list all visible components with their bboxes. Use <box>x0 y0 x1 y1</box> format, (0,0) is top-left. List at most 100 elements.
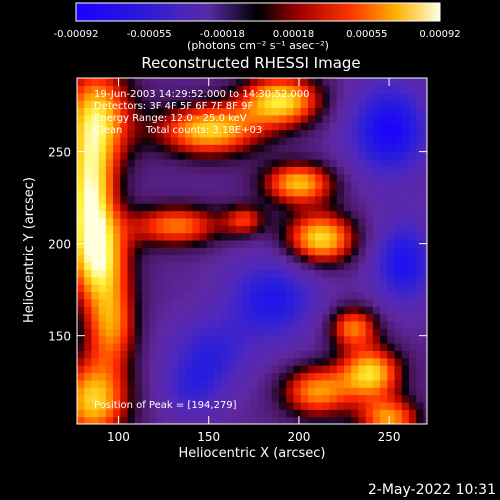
heatmap-cell <box>293 401 302 410</box>
heatmap-cell <box>271 181 280 190</box>
heatmap-cell <box>185 372 194 381</box>
heatmap-cell <box>235 372 244 381</box>
heatmap-cell <box>365 232 374 241</box>
heatmap-cell <box>387 129 396 138</box>
heatmap-cell <box>300 357 309 366</box>
heatmap-cell <box>228 239 237 248</box>
heatmap-cell <box>149 92 157 101</box>
heatmap-cell <box>344 158 352 167</box>
heatmap-cell <box>293 210 302 219</box>
heatmap-cell <box>141 181 150 190</box>
heatmap-cell <box>163 328 172 337</box>
heatmap-cell <box>185 416 194 424</box>
heatmap-cell <box>77 122 85 131</box>
heatmap-cell <box>423 350 427 359</box>
heatmap-cell <box>228 92 237 101</box>
heatmap-cell <box>322 129 331 138</box>
heatmap-cell <box>228 210 237 219</box>
heatmap-cell <box>163 232 172 241</box>
heatmap-cell <box>264 144 273 153</box>
heatmap-cell <box>141 387 150 396</box>
heatmap-cell <box>394 276 403 285</box>
heatmap-cell <box>416 350 424 359</box>
heatmap-cell <box>163 269 172 278</box>
heatmap-cell <box>293 328 302 337</box>
heatmap-cell <box>192 85 201 94</box>
heatmap-cell <box>286 107 295 116</box>
heatmap-cell <box>192 181 201 190</box>
heatmap-cell <box>329 107 338 116</box>
heatmap-cell <box>336 335 345 344</box>
heatmap-cell <box>178 387 186 396</box>
heatmap-cell <box>336 210 345 219</box>
heatmap-cell <box>120 129 129 138</box>
heatmap-cell <box>344 129 352 138</box>
heatmap-cell <box>307 365 316 374</box>
heatmap-cell <box>344 114 352 123</box>
heatmap-cell <box>336 217 345 226</box>
heatmap-cell <box>286 85 295 94</box>
heatmap-cell <box>185 276 194 285</box>
heatmap-cell <box>192 291 201 300</box>
heatmap-cell <box>214 217 222 226</box>
heatmap-cell <box>127 379 136 388</box>
heatmap-cell <box>185 387 194 396</box>
heatmap-cell <box>351 188 360 197</box>
heatmap-cell <box>214 247 222 256</box>
heatmap-cell <box>394 203 403 212</box>
heatmap-cell <box>307 269 316 278</box>
heatmap-cell <box>84 195 93 204</box>
heatmap-cell <box>77 247 85 256</box>
heatmap-cell <box>315 188 323 197</box>
heatmap-cell <box>329 379 338 388</box>
heatmap-cell <box>423 379 427 388</box>
heatmap-cell <box>127 394 136 403</box>
heatmap-cell <box>127 92 136 101</box>
heatmap-cell <box>257 173 266 182</box>
heatmap-cell <box>286 320 295 329</box>
heatmap-cell <box>120 409 129 418</box>
heatmap-cell <box>416 100 424 109</box>
heatmap-cell <box>199 262 208 271</box>
heatmap-cell <box>351 306 360 315</box>
heatmap-cell <box>329 416 338 424</box>
heatmap-cell <box>242 166 251 175</box>
heatmap-cell <box>279 129 287 138</box>
heatmap-cell <box>228 409 237 418</box>
heatmap-cell <box>271 203 280 212</box>
heatmap-cell <box>221 203 230 212</box>
heatmap-cell <box>423 401 427 410</box>
heatmap-cell <box>416 269 424 278</box>
heatmap-cell <box>300 210 309 219</box>
heatmap-cell <box>423 100 427 109</box>
heatmap-cell <box>113 328 121 337</box>
heatmap-cell <box>178 372 186 381</box>
heatmap-cell <box>77 78 85 86</box>
heatmap-cell <box>358 365 367 374</box>
heatmap-cell <box>394 239 403 248</box>
heatmap-cell <box>293 365 302 374</box>
heatmap-cell <box>250 409 259 418</box>
heatmap-cell <box>127 343 136 351</box>
heatmap-cell <box>408 298 417 307</box>
heatmap-cell <box>228 298 237 307</box>
heatmap-cell <box>120 188 129 197</box>
heatmap-cell <box>387 239 396 248</box>
heatmap-cell <box>365 320 374 329</box>
heatmap-cell <box>185 100 194 109</box>
heatmap-cell <box>77 409 85 418</box>
heatmap-cell <box>185 394 194 403</box>
heatmap-cell <box>113 166 121 175</box>
heatmap-cell <box>293 225 302 234</box>
heatmap-cell <box>387 100 396 109</box>
heatmap-cell <box>416 158 424 167</box>
heatmap-cell <box>199 217 208 226</box>
heatmap-cell <box>264 320 273 329</box>
heatmap-cell <box>271 78 280 86</box>
heatmap-cell <box>242 239 251 248</box>
heatmap-cell <box>300 195 309 204</box>
heatmap-cell <box>127 188 136 197</box>
heatmap-cell <box>77 306 85 315</box>
heatmap-cell <box>91 181 100 190</box>
heatmap-cell <box>156 313 165 322</box>
